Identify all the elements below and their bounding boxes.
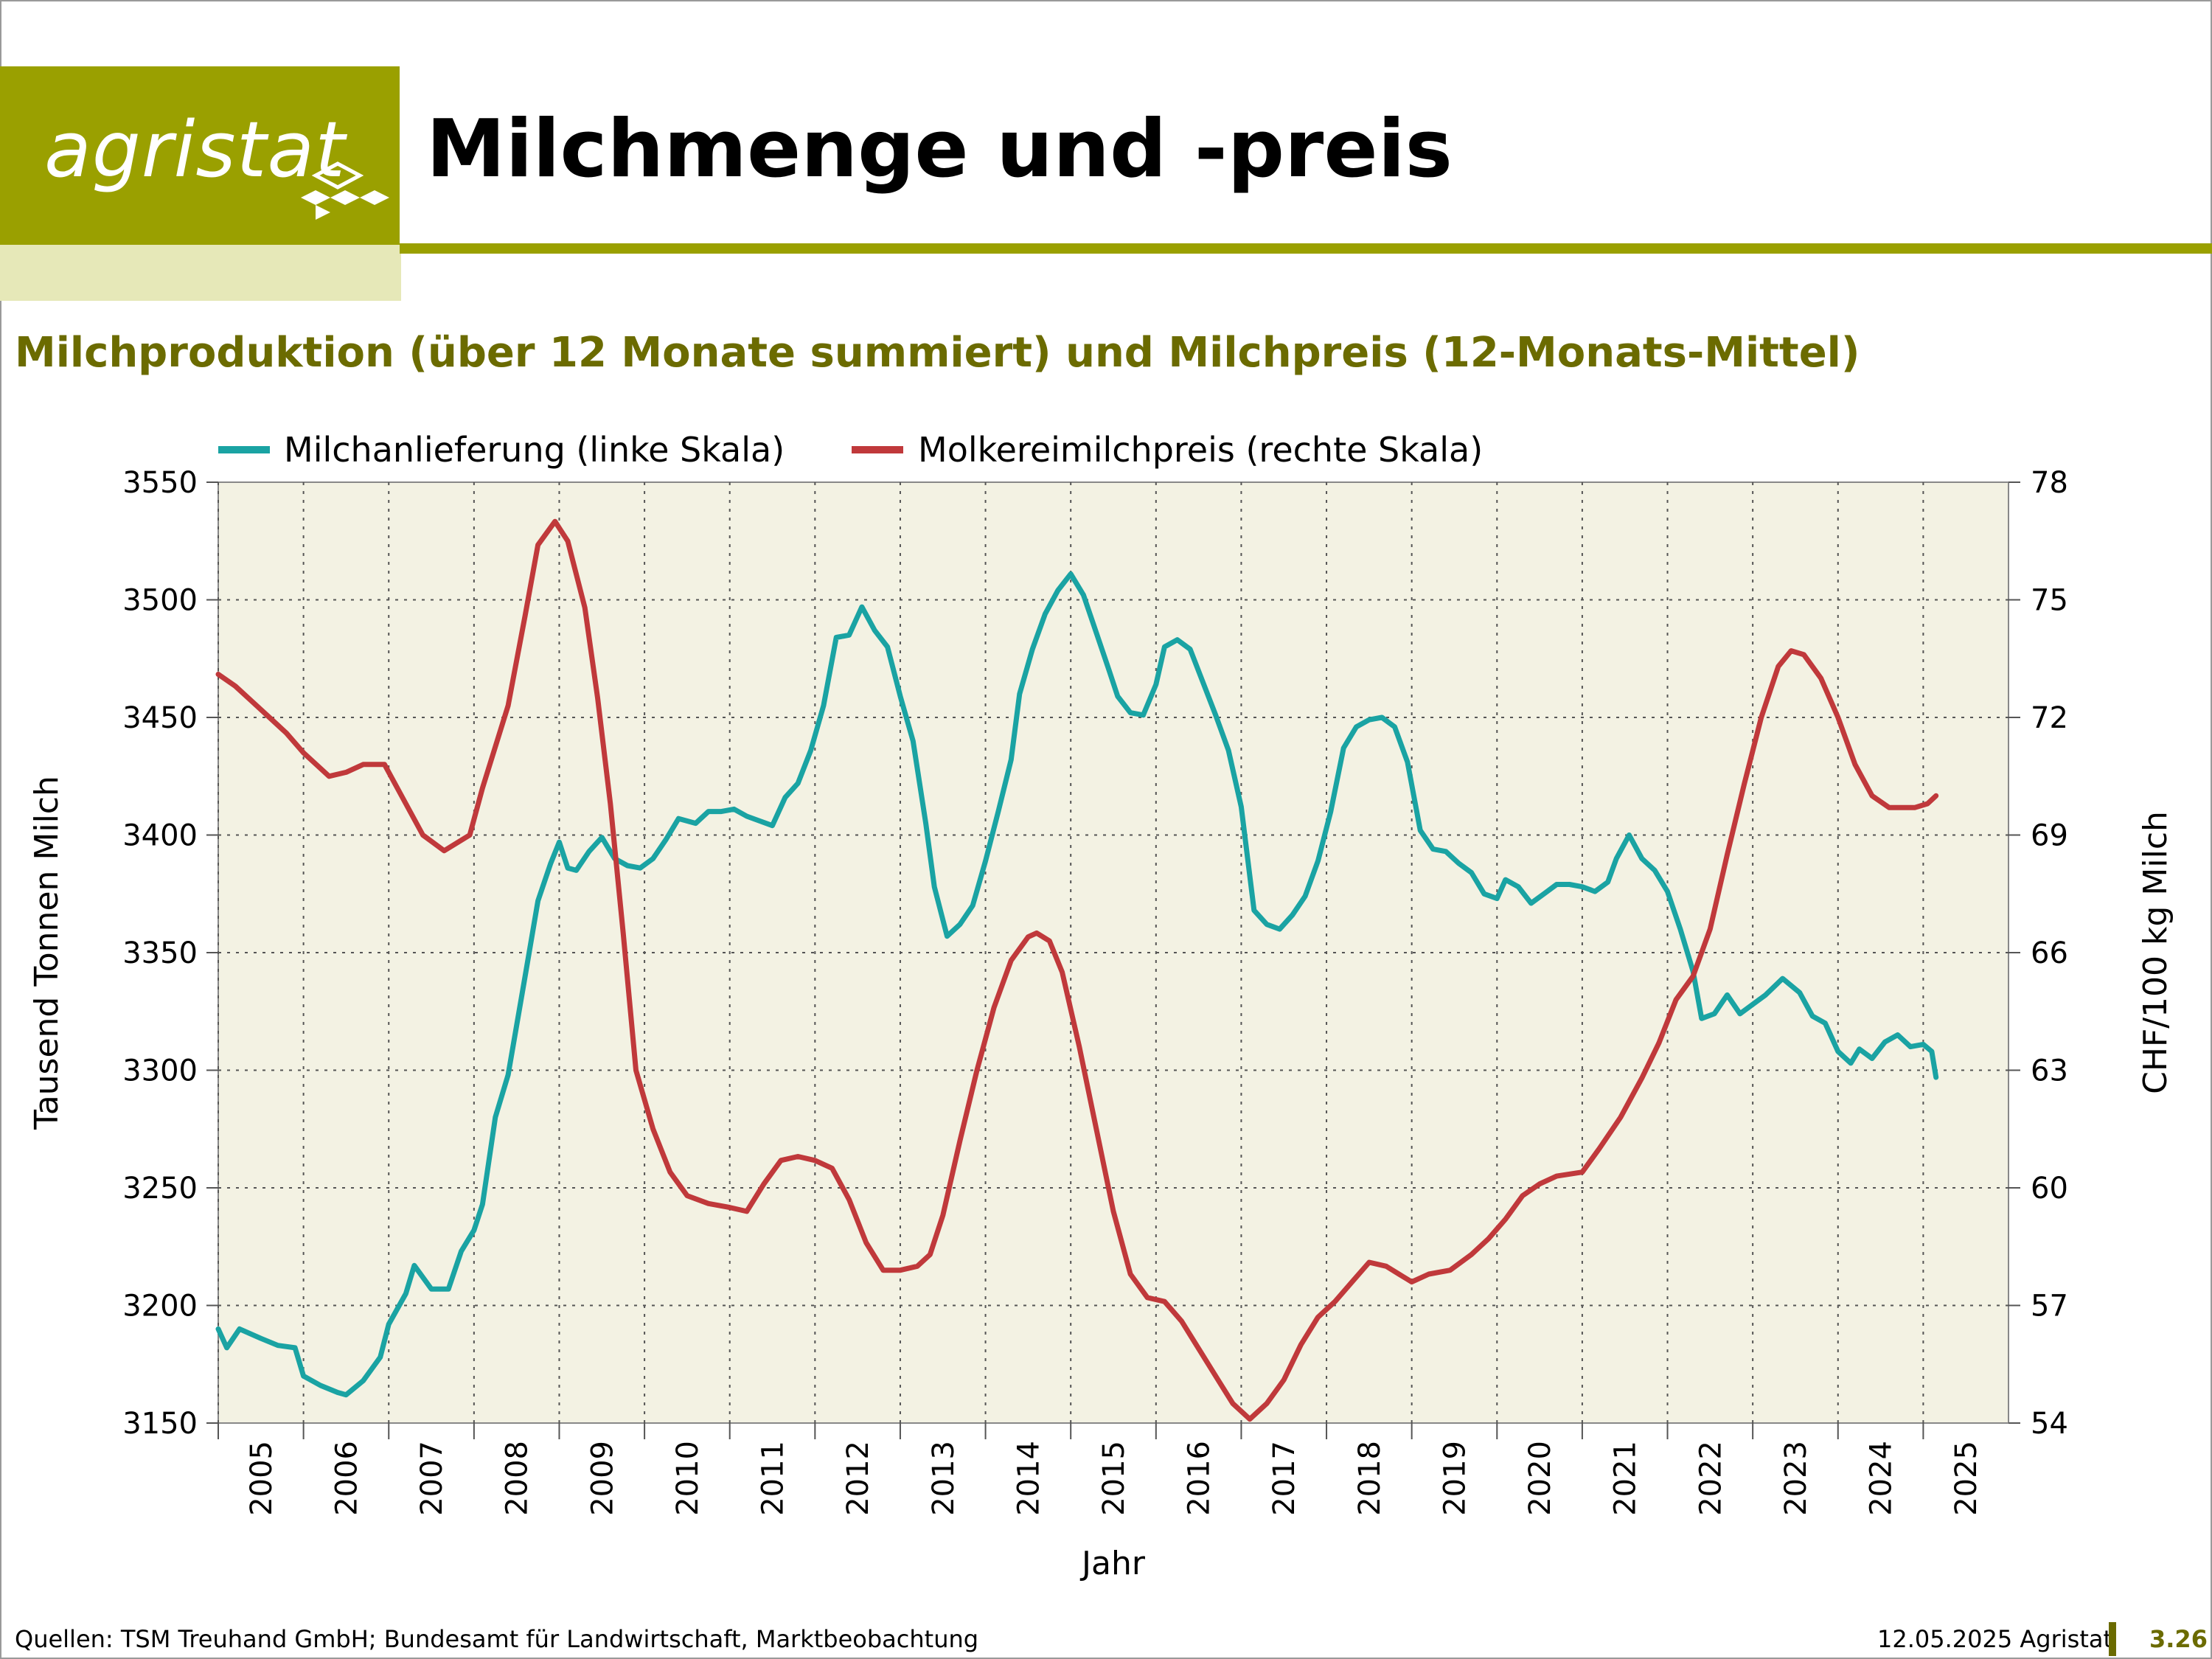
x-tick-label: 2023: [1779, 1441, 1813, 1516]
legend-label-volume: Milchanlieferung (linke Skala): [284, 430, 785, 470]
y-left-tick-label: 3150: [122, 1407, 198, 1441]
y-left-tick-label: 3350: [122, 936, 198, 970]
y-left-tick-label: 3400: [122, 819, 198, 853]
axes: 2005 2006 2007 2008 2009 2010 2011 2012 2013 2014…: [122, 466, 2068, 1516]
x-tick-label: 2010: [671, 1441, 705, 1516]
footer-page-number: 3.26: [2149, 1625, 2208, 1653]
page-title: Milchmenge und -preis: [426, 103, 1453, 195]
x-tick-label: 2021: [1609, 1441, 1643, 1516]
logo-text: agristat: [44, 105, 346, 195]
x-tick-label: 2022: [1694, 1441, 1728, 1516]
y-right-tick-label: 63: [2031, 1054, 2068, 1088]
x-tick-label: 2017: [1267, 1441, 1301, 1516]
y-left-tick-label: 3300: [122, 1054, 198, 1088]
logo-accent-strip: [0, 245, 401, 301]
x-tick-label: 2019: [1438, 1441, 1472, 1516]
y-right-tick-label: 75: [2031, 584, 2068, 618]
series-line-molkereimilchpreis: [215, 518, 1939, 1422]
footer-source: Quellen: TSM Treuhand GmbH; Bundesamt fü…: [15, 1625, 979, 1653]
title-rule: [400, 243, 2212, 254]
y-right-tick-label: 60: [2031, 1172, 2068, 1206]
x-tick-label: 2008: [501, 1441, 535, 1516]
x-tick-label: 2016: [1183, 1441, 1217, 1516]
legend-label-price: Molkereimilchpreis (rechte Skala): [918, 430, 1483, 470]
y-left-tick-label: 3550: [122, 466, 198, 500]
y-right-tick-label: 66: [2031, 936, 2068, 970]
milk-chart: 2005 2006 2007 2008 2009 2010 2011 2012 2013 2014…: [28, 430, 2174, 1582]
y-axis-right-label: CHF/100 kg Milch: [2137, 811, 2174, 1094]
x-tick-label: 2025: [1950, 1441, 1983, 1516]
y-axis-left-label: Tausend Tonnen Milch: [28, 776, 66, 1130]
x-tick-label: 2024: [1865, 1441, 1899, 1516]
series-layer: [215, 518, 1939, 1422]
y-left-tick-label: 3250: [122, 1172, 198, 1206]
series-line-milchanlieferung: [215, 571, 1939, 1398]
y-right-tick-label: 72: [2031, 701, 2068, 735]
x-tick-label: 2006: [330, 1441, 364, 1516]
x-tick-label: 2007: [415, 1441, 449, 1516]
y-left-tick-label: 3450: [122, 701, 198, 735]
chart-subtitle: Milchproduktion (über 12 Monate summiert…: [15, 329, 1860, 377]
agristat-logo-icon: [301, 161, 389, 220]
x-tick-label: 2009: [585, 1441, 619, 1516]
grid: [218, 482, 2008, 1423]
x-tick-label: 2014: [1012, 1441, 1046, 1516]
legend: Milchanlieferung (linke Skala) Molkereim…: [218, 430, 1483, 470]
x-tick-label: 2013: [927, 1441, 961, 1516]
footer-date: 12.05.2025 Agristat: [1877, 1625, 2113, 1653]
x-tick-label: 2018: [1353, 1441, 1387, 1516]
y-right-tick-label: 54: [2031, 1407, 2068, 1441]
y-right-tick-label: 78: [2031, 466, 2068, 500]
y-left-tick-label: 3500: [122, 584, 198, 618]
x-tick-label: 2011: [757, 1441, 790, 1516]
y-right-tick-label: 69: [2031, 819, 2068, 853]
footer-divider: [2109, 1622, 2116, 1656]
x-tick-label: 2020: [1523, 1441, 1557, 1516]
x-tick-label: 2015: [1097, 1441, 1131, 1516]
x-tick-label: 2005: [245, 1441, 279, 1516]
logo-box: [0, 66, 400, 245]
x-axis-label: Jahr: [1079, 1545, 1146, 1582]
y-left-tick-label: 3200: [122, 1290, 198, 1324]
y-right-tick-label: 57: [2031, 1290, 2068, 1324]
x-tick-label: 2012: [841, 1441, 875, 1516]
